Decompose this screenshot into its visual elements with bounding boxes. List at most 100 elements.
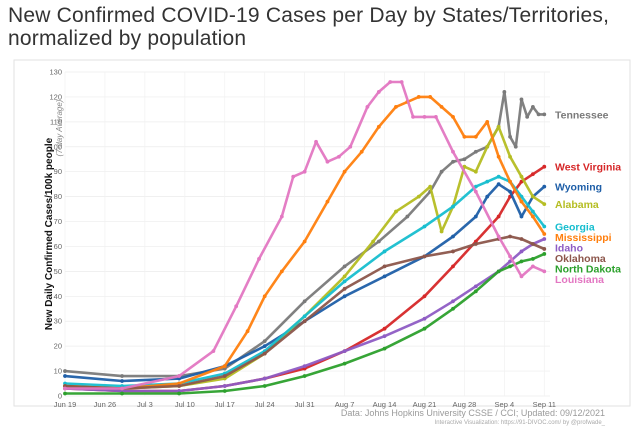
data-point-louisiana (496, 234, 501, 239)
series-label-tennessee: Tennessee (555, 109, 609, 121)
y-tick-label: 80 (54, 192, 62, 201)
data-point-tennessee (120, 374, 124, 378)
data-point-idaho (222, 384, 227, 388)
data-point-west-virginia (530, 172, 535, 177)
data-point-idaho (382, 334, 387, 339)
data-point-alabama (428, 184, 433, 189)
data-point-idaho (422, 316, 427, 321)
data-point-wyoming (63, 374, 67, 378)
x-tick-label: Sep 11 (533, 400, 556, 409)
data-point-north-dakota (422, 326, 427, 331)
data-point-louisiana (376, 90, 381, 94)
data-point-north-dakota (530, 257, 535, 261)
data-point-georgia (542, 224, 547, 229)
series-label-mississippi: Mississippi (555, 232, 612, 244)
series-label-idaho: Idaho (555, 243, 583, 255)
data-point-idaho (473, 284, 478, 289)
y-tick-label: 50 (54, 267, 62, 276)
data-point-mississippi (496, 154, 501, 159)
data-point-alabama (342, 274, 347, 279)
credit-note: Interactive Visualization: https://91-DI… (435, 420, 606, 426)
y-tick-label: 20 (54, 342, 62, 351)
data-point-louisiana (519, 274, 524, 279)
data-point-mississippi (519, 199, 524, 204)
data-point-mississippi (394, 104, 398, 109)
data-point-louisiana (451, 149, 455, 154)
series-label-wyoming: Wyoming (555, 182, 602, 194)
data-point-oklahoma (302, 319, 307, 324)
data-point-oklahoma (542, 247, 547, 251)
data-point-mississippi (302, 239, 307, 244)
data-point-louisiana (508, 254, 512, 259)
y-tick-label: 120 (49, 92, 62, 101)
data-point-oklahoma (451, 249, 455, 254)
data-point-tennessee (63, 369, 67, 373)
data-point-louisiana (433, 114, 438, 119)
data-point-north-dakota (302, 374, 307, 378)
y-tick-label: 10 (54, 367, 62, 376)
data-point-mississippi (530, 214, 535, 219)
data-point-georgia (485, 179, 490, 184)
x-tick-label: Jul 31 (295, 400, 315, 409)
data-point-mississippi (416, 95, 421, 99)
data-point-mississippi (439, 104, 444, 109)
x-tick-label: Aug 14 (373, 400, 397, 409)
data-point-west-virginia (451, 264, 455, 269)
data-point-louisiana (120, 386, 124, 391)
data-point-north-dakota (473, 289, 478, 294)
data-point-alabama (496, 124, 501, 129)
data-point-idaho (302, 364, 307, 368)
data-point-louisiana (336, 154, 341, 159)
data-point-mississippi (359, 149, 364, 154)
data-point-west-virginia (496, 214, 501, 219)
data-point-north-dakota (519, 259, 524, 264)
data-point-louisiana (325, 159, 330, 164)
data-point-oklahoma (342, 286, 347, 291)
data-point-wyoming (519, 214, 524, 219)
data-point-tennessee (508, 134, 512, 139)
data-point-louisiana (348, 144, 353, 149)
y-tick-label: 110 (50, 117, 62, 126)
data-point-mississippi (245, 329, 250, 334)
x-tick-label: Aug 21 (413, 400, 437, 409)
data-point-north-dakota (262, 384, 267, 388)
data-point-oklahoma (262, 351, 267, 356)
x-tick-label: Jul 3 (137, 400, 153, 409)
data-point-alabama (394, 209, 398, 214)
data-point-mississippi (473, 134, 478, 139)
data-point-tennessee (262, 339, 267, 344)
series-label-georgia: Georgia (555, 222, 595, 234)
data-point-west-virginia (542, 164, 547, 169)
data-point-mississippi (428, 95, 433, 99)
data-point-alabama (371, 239, 376, 244)
data-point-mississippi (376, 124, 381, 129)
data-point-north-dakota (496, 269, 501, 274)
data-point-georgia (302, 314, 307, 319)
data-point-north-dakota (382, 346, 387, 351)
data-point-tennessee (342, 264, 347, 269)
data-point-louisiana (422, 114, 427, 119)
data-point-alabama (542, 202, 547, 206)
x-tick-label: Jul 17 (215, 400, 235, 409)
series-label-louisiana: Louisiana (555, 274, 604, 286)
x-tick-label: Jun 19 (54, 400, 77, 409)
data-point-mississippi (485, 119, 490, 124)
data-point-north-dakota (63, 391, 67, 396)
y-tick-label: 0 (58, 392, 62, 401)
y-axis-sublabel: (7-day Average) (55, 99, 64, 156)
data-point-louisiana (257, 257, 261, 261)
data-point-tennessee (473, 149, 478, 154)
x-tick-label: Aug 7 (335, 400, 355, 409)
data-point-north-dakota (542, 252, 547, 256)
data-point-louisiana (211, 349, 216, 354)
y-tick-label: 40 (54, 292, 62, 301)
data-point-idaho (542, 237, 547, 241)
data-point-alabama (439, 229, 444, 234)
data-point-tennessee (302, 299, 307, 304)
series-label-west-virginia: West Virginia (555, 162, 621, 174)
data-point-idaho (342, 349, 347, 354)
data-point-oklahoma (422, 254, 427, 259)
data-point-oklahoma (382, 264, 387, 269)
data-point-mississippi (279, 269, 284, 274)
data-point-alabama (508, 154, 512, 159)
